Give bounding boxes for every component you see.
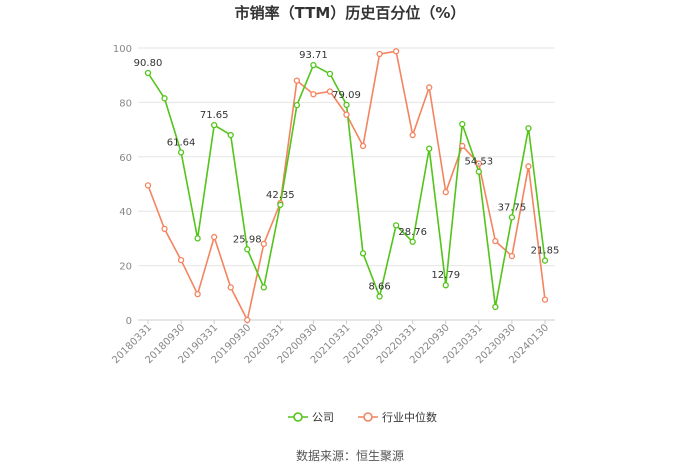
data-label: 28.76 xyxy=(398,227,427,238)
data-label: 42.35 xyxy=(266,190,295,201)
data-point xyxy=(211,121,218,129)
data-labels: 90.80 61.64 71.65 25.98 42.35 93.71 79.09 8.66 2… xyxy=(134,50,560,292)
legend-label: 行业中位数 xyxy=(382,410,437,424)
data-point xyxy=(426,145,433,152)
data-point xyxy=(144,182,152,189)
data-point xyxy=(293,101,301,109)
data-point xyxy=(326,70,334,77)
data-point xyxy=(244,246,251,253)
data-point xyxy=(227,131,234,139)
data-point xyxy=(359,250,367,257)
source-note: 数据来源：恒生聚源 xyxy=(296,448,404,463)
data-point xyxy=(508,252,516,260)
data-point xyxy=(144,69,152,77)
data-point xyxy=(177,149,185,156)
y-tick-label: 80 xyxy=(119,98,132,109)
data-label: 25.98 xyxy=(233,234,262,245)
x-axis: 2018033120180930201903312019093020200331… xyxy=(110,320,551,366)
data-point xyxy=(260,240,267,247)
data-point xyxy=(525,163,532,170)
data-point xyxy=(541,257,549,264)
y-axis: 0 20 40 60 80 100 xyxy=(113,44,132,327)
data-point xyxy=(177,257,185,264)
data-label: 90.80 xyxy=(134,58,163,69)
data-point xyxy=(442,282,449,289)
legend-swatch-marker xyxy=(363,412,373,422)
data-label: 61.64 xyxy=(167,137,196,148)
data-point xyxy=(277,201,284,208)
data-point xyxy=(475,168,482,175)
y-tick-label: 20 xyxy=(119,262,132,273)
data-point xyxy=(426,84,433,91)
data-point xyxy=(525,125,532,132)
data-point xyxy=(244,316,251,324)
chart-title: 市销率（TTM）历史百分位（%） xyxy=(235,4,466,22)
data-point xyxy=(409,238,416,245)
data-point xyxy=(376,293,383,300)
data-label: 71.65 xyxy=(200,110,229,121)
data-point xyxy=(343,111,350,118)
data-point xyxy=(161,95,168,102)
data-label: 93.71 xyxy=(299,50,328,61)
data-label: 37.75 xyxy=(498,202,527,213)
series-line xyxy=(147,63,546,308)
data-point xyxy=(310,61,317,69)
legend-label: 公司 xyxy=(312,411,334,424)
data-label: 54.53 xyxy=(465,157,494,168)
data-point xyxy=(194,235,201,242)
data-point xyxy=(492,237,499,245)
data-label: 8.66 xyxy=(368,281,390,292)
data-point xyxy=(211,233,218,241)
data-point xyxy=(392,48,400,55)
data-point xyxy=(376,50,383,58)
y-tick-label: 0 xyxy=(126,316,132,327)
data-point xyxy=(541,296,549,303)
y-tick-label: 40 xyxy=(119,207,132,218)
data-point xyxy=(227,284,234,291)
legend-swatch-marker xyxy=(293,412,303,422)
data-point xyxy=(459,142,466,150)
data-point xyxy=(508,214,516,221)
data-point xyxy=(293,77,301,84)
data-point xyxy=(442,189,449,196)
data-point xyxy=(392,222,400,229)
data-label: 12.79 xyxy=(431,270,460,281)
data-point xyxy=(492,303,499,311)
data-point xyxy=(326,88,334,95)
data-point xyxy=(359,142,367,150)
data-point xyxy=(409,131,416,139)
legend[interactable]: 公司 行业中位数 xyxy=(288,410,437,424)
data-point xyxy=(194,291,201,298)
series-points xyxy=(144,48,549,324)
data-point xyxy=(260,284,267,291)
data-point xyxy=(161,225,168,233)
data-point xyxy=(343,101,350,109)
y-tick-label: 60 xyxy=(119,153,132,164)
data-point xyxy=(310,91,317,98)
y-tick-label: 100 xyxy=(113,44,132,55)
data-point xyxy=(459,121,466,128)
data-label: 79.09 xyxy=(332,90,361,101)
data-label: 21.85 xyxy=(531,246,560,257)
data-point xyxy=(475,160,482,167)
